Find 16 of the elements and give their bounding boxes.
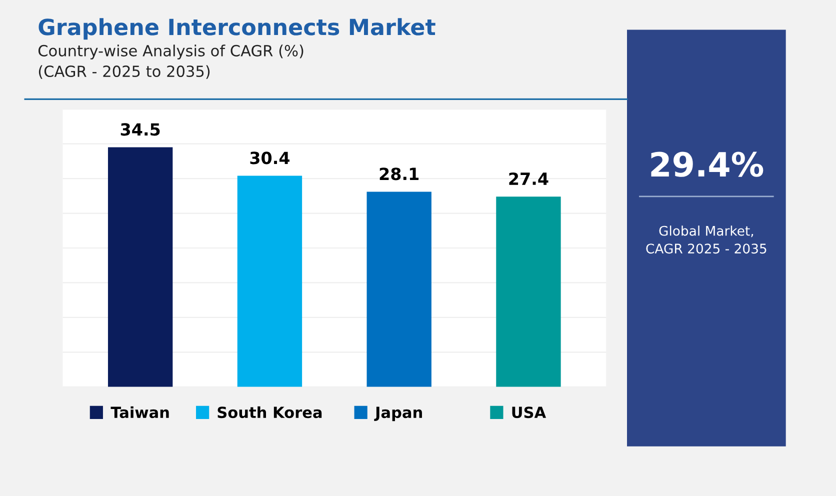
bar [237, 176, 302, 387]
x-tick-label: South Korea [218, 406, 322, 418]
chart-subtitle: Country-wise Analysis of CAGR (%) (CAGR - 2025 to 2035) [38, 44, 304, 79]
data-label: 34.5 [120, 123, 160, 136]
bar [366, 192, 432, 387]
bar [108, 147, 173, 387]
bar [496, 196, 561, 387]
x-tick-label: Taiwan [110, 406, 169, 418]
x-tick-label: Japan [374, 406, 422, 422]
data-label: 30.4 [250, 152, 290, 164]
data-label: 28.1 [380, 168, 419, 180]
x-tick-label: USA [512, 406, 546, 418]
text: Global Market, CAGR 2025 - 2035 [646, 226, 766, 254]
text: 29.4% [651, 152, 764, 177]
chart-title: Graphene Interconnects Market [38, 18, 436, 40]
data-label: 27.4 [509, 172, 548, 185]
